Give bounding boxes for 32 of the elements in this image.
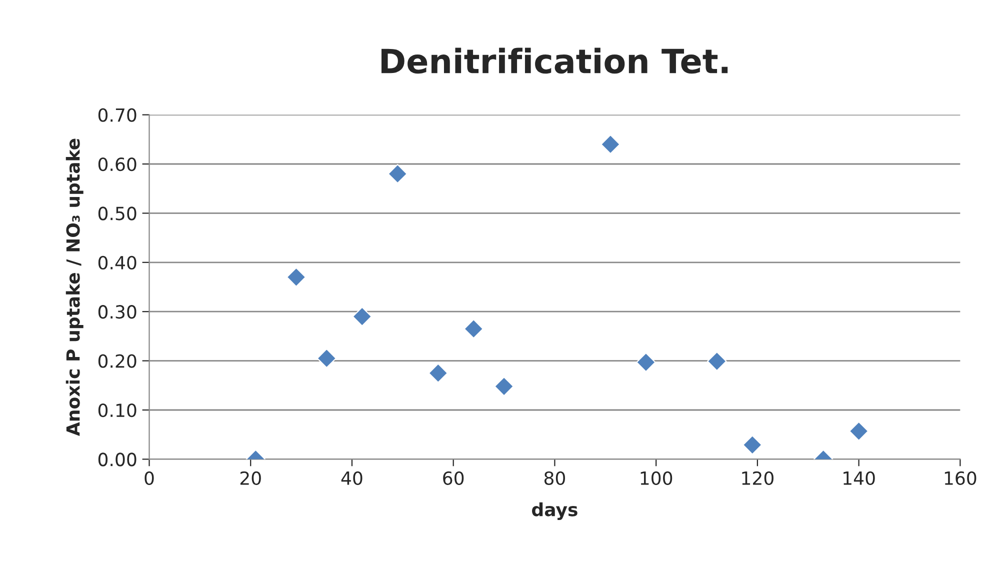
point	[428, 363, 448, 383]
point	[316, 348, 336, 368]
x-tick-label: 140	[844, 471, 875, 485]
chart-title: Denitrification Tet.	[382, 48, 728, 74]
point	[352, 306, 372, 326]
point	[636, 352, 656, 372]
y-axis-title: Anoxic P uptake / NO₃ uptake	[66, 138, 84, 436]
point	[388, 164, 408, 184]
x-tick-label: 100	[640, 471, 672, 485]
x-tick-label: 0	[144, 471, 154, 485]
x-tick-label: 80	[544, 471, 565, 485]
y-tick-label: 0.30	[98, 305, 136, 319]
point	[286, 267, 306, 288]
y-tick-label: 0.40	[98, 256, 136, 270]
point	[742, 435, 762, 455]
y-tick-label: 0.10	[98, 403, 136, 418]
x-tick-label: 120	[742, 471, 774, 485]
point	[464, 318, 484, 339]
y-tick-label: 0.00	[98, 452, 136, 466]
y-tick-label: 0.70	[98, 108, 136, 122]
x-tick-label: 40	[341, 471, 362, 485]
y-tick-label: 0.50	[98, 206, 136, 220]
x-tick-label: 20	[240, 471, 261, 485]
point	[707, 351, 727, 372]
x-tick-label: 60	[443, 471, 464, 485]
x-axis-title: days	[532, 502, 578, 520]
y-tick-label: 0.20	[98, 354, 136, 368]
point	[848, 421, 869, 442]
y-tick-label: 0.60	[98, 157, 136, 172]
point	[600, 134, 620, 154]
point	[494, 376, 514, 396]
x-tick-label: 160	[944, 471, 976, 485]
